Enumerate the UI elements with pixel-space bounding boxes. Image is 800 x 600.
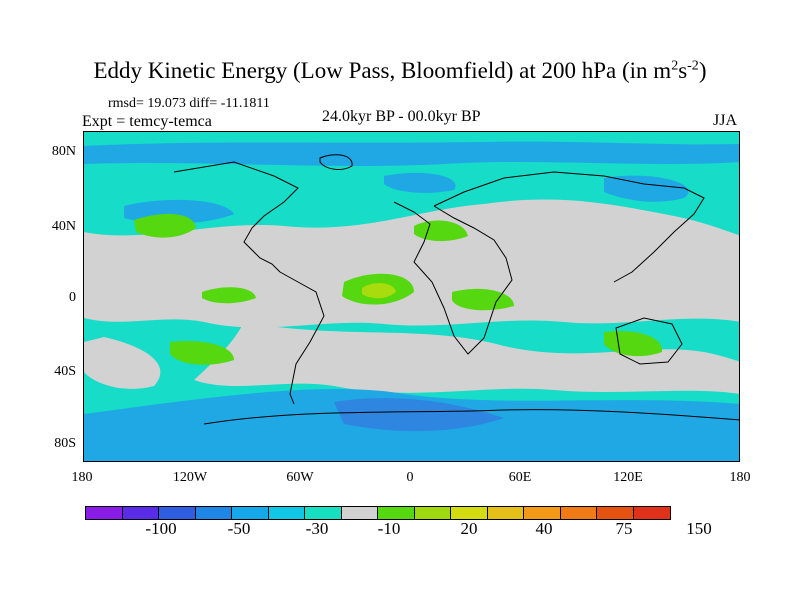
x-tick-0: 0 (406, 470, 414, 485)
colorbar-label: -100 (145, 519, 177, 538)
arctic-negative-band (84, 141, 739, 166)
southern-neutral-zone (194, 322, 739, 394)
east-pacific-positive (134, 213, 196, 238)
eurasia-coast (433, 171, 705, 283)
x-tick-180w: 180 (71, 470, 93, 485)
colorbar-swatch (232, 507, 269, 519)
x-tick-180e: 180 (729, 470, 751, 485)
southern-ocean-strong-negative (334, 398, 504, 432)
x-tick-120e: 120E (613, 470, 643, 485)
colorbar-label: -50 (227, 519, 251, 538)
colorbar-swatch (341, 507, 378, 519)
colorbar-swatch (524, 507, 561, 519)
north-atlantic-negative (384, 172, 456, 193)
map-title: Eddy Kinetic Energy (Low Pass, Bloomfiel… (93, 58, 707, 83)
coastlines (173, 154, 739, 425)
colorbar-swatch (122, 507, 159, 519)
colorbar-swatch (451, 507, 488, 519)
colorbar-swatch (86, 507, 123, 519)
y-tick-80s: 80S (54, 436, 76, 451)
colorbar-label: -30 (305, 519, 329, 538)
x-tick-60w: 60W (286, 470, 314, 485)
australia-coast (615, 317, 683, 365)
map-field (84, 132, 739, 461)
colorbar-swatch (268, 507, 305, 519)
colorbar (85, 506, 671, 520)
colorbar-swatch (305, 507, 342, 519)
colorbar-swatch (560, 507, 597, 519)
south-pacific-positive (170, 340, 234, 365)
colorbar-label: -10 (377, 519, 401, 538)
south-america-coast (279, 271, 325, 405)
experiment-label: Expt = temcy-temca (82, 113, 212, 130)
stats-label: rmsd= 19.073 diff= -11.1811 (108, 96, 270, 111)
indian-ocean-positive (452, 288, 514, 311)
colorbar-swatch (487, 507, 524, 519)
colorbar-swatch (597, 507, 634, 519)
y-tick-0: 0 (69, 290, 76, 305)
colorbar-label: 150 (686, 519, 712, 538)
y-tick-40n: 40N (51, 219, 76, 234)
y-tick-80n: 80N (51, 144, 76, 159)
north-pacific-negative (604, 175, 689, 202)
colorbar-label: 40 (535, 519, 553, 538)
x-tick-60e: 60E (508, 470, 532, 485)
colorbar-swatch (378, 507, 415, 519)
map-panel (83, 131, 740, 462)
colorbar-swatch (159, 507, 196, 519)
antarctica-coast (203, 409, 739, 425)
period-label: 24.0kyr BP - 00.0kyr BP (322, 108, 481, 125)
season-label: JJA (713, 112, 738, 129)
y-tick-40s: 40S (54, 364, 76, 379)
southeast-pacific-neutral (84, 337, 161, 389)
greenland-coast (319, 154, 353, 170)
central-pacific-positive (202, 287, 256, 304)
tropical-atlantic-peak (362, 283, 396, 299)
x-tick-120w: 120W (172, 470, 208, 485)
colorbar-label: 75 (615, 519, 633, 538)
colorbar-swatch (195, 507, 232, 519)
mediterranean-positive (414, 220, 468, 242)
colorbar-swatch (414, 507, 451, 519)
australia-positive (604, 330, 663, 357)
colorbar-swatch (633, 507, 670, 519)
north-america-coast (173, 161, 299, 273)
colorbar-label: 20 (460, 519, 478, 538)
africa-coast (393, 201, 513, 355)
